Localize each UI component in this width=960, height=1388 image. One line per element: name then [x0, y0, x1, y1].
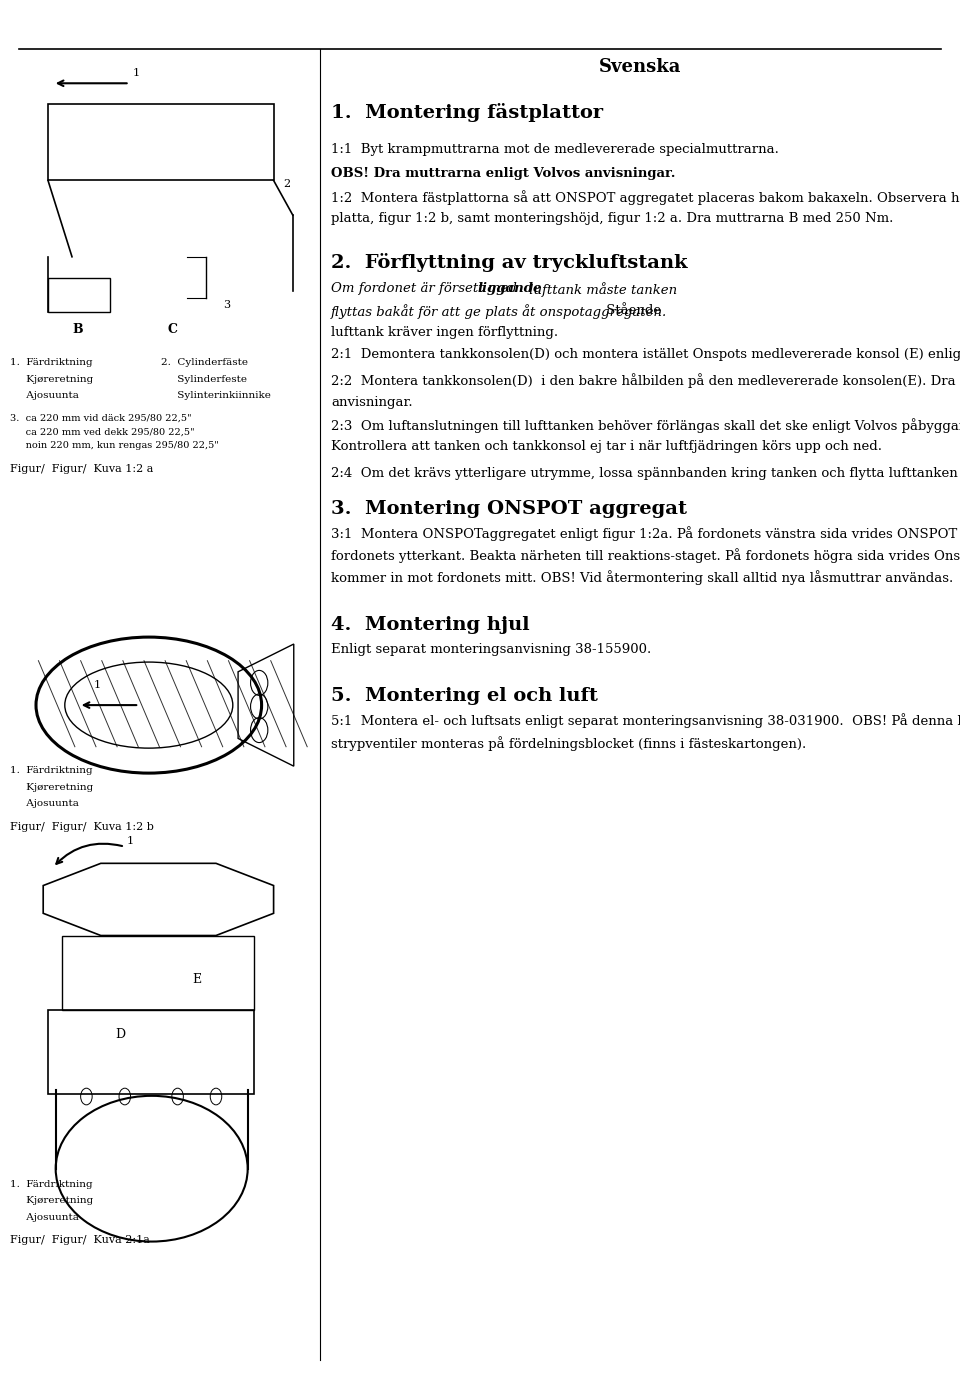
Text: Ajosuunta: Ajosuunta [10, 799, 79, 808]
Text: Figur/  Figur/  Kuva 1:2 a: Figur/ Figur/ Kuva 1:2 a [10, 464, 153, 473]
Text: 5:1  Montera el- och luftsats enligt separat monteringsanvisning 38-031900.  OBS: 5:1 Montera el- och luftsats enligt sepa… [331, 713, 960, 729]
Text: anvisningar.: anvisningar. [331, 396, 413, 408]
Text: strypventiler monteras på fördelningsblocket (finns i fästeskartongen).: strypventiler monteras på fördelningsblo… [331, 736, 806, 751]
Text: 3:1  Montera ONSPOTaggregatet enligt figur 1:2a. På fordonets vänstra sida vride: 3:1 Montera ONSPOTaggregatet enligt figu… [331, 526, 960, 541]
Text: Svenska: Svenska [599, 58, 681, 76]
Text: 1.  Färdriktning: 1. Färdriktning [10, 1180, 92, 1188]
Text: 2:4  Om det krävs ytterligare utrymme, lossa spännbanden kring tanken och flytta: 2:4 Om det krävs ytterligare utrymme, lo… [331, 465, 960, 480]
Text: platta, figur 1:2 b, samt monteringshöjd, figur 1:2 a. Dra muttrarna B med 250 N: platta, figur 1:2 b, samt monteringshöjd… [331, 212, 894, 225]
Text: 2.  Cylinderfäste: 2. Cylinderfäste [161, 358, 249, 366]
Text: lufttank måste tanken: lufttank måste tanken [525, 282, 677, 297]
Text: liggande: liggande [477, 282, 541, 294]
Text: OBS! Dra muttrarna enligt Volvos anvisningar.: OBS! Dra muttrarna enligt Volvos anvisni… [331, 167, 676, 179]
Text: E: E [192, 973, 202, 985]
Text: Figur/  Figur/  Kuva 1:2 b: Figur/ Figur/ Kuva 1:2 b [10, 822, 154, 831]
Text: Kjøreretning: Kjøreretning [10, 1196, 93, 1205]
Text: ca 220 mm ved dekk 295/80 22,5": ca 220 mm ved dekk 295/80 22,5" [10, 428, 194, 436]
Text: Kjøreretning: Kjøreretning [10, 375, 93, 383]
Text: 2: 2 [283, 179, 290, 189]
Text: lufttank kräver ingen förflyttning.: lufttank kräver ingen förflyttning. [331, 326, 559, 339]
Text: 1.  Färdriktning: 1. Färdriktning [10, 358, 92, 366]
Text: 1:2  Montera fästplattorna så att ONSPOT aggregatet placeras bakom bakaxeln. Obs: 1:2 Montera fästplattorna så att ONSPOT … [331, 190, 960, 205]
Text: 3.  Montering ONSPOT aggregat: 3. Montering ONSPOT aggregat [331, 500, 687, 518]
Text: 2:3  Om luftanslutningen till lufttanken behöver förlängas skall det ske enligt : 2:3 Om luftanslutningen till lufttanken … [331, 418, 960, 433]
Text: 1: 1 [94, 680, 101, 690]
Text: Figur/  Figur/  Kuva 2:1a: Figur/ Figur/ Kuva 2:1a [10, 1235, 150, 1245]
Text: fordonets ytterkant. Beakta närheten till reaktions-staget. På fordonets högra s: fordonets ytterkant. Beakta närheten til… [331, 548, 960, 564]
Text: 2:1  Demontera tankkonsolen(D) och montera istället Onspots medlevererade konsol: 2:1 Demontera tankkonsolen(D) och monter… [331, 348, 960, 361]
Text: Stående: Stående [602, 304, 661, 316]
Text: Ajosuunta: Ajosuunta [10, 391, 79, 400]
Text: Kjøreretning: Kjøreretning [10, 783, 93, 791]
Text: Sylinderfeste: Sylinderfeste [161, 375, 248, 383]
Text: D: D [115, 1029, 126, 1041]
Text: 1:1  Byt krampmuttrarna mot de medlevererade specialmuttrarna.: 1:1 Byt krampmuttrarna mot de medleverer… [331, 143, 783, 155]
Text: Sylinterinkiinnike: Sylinterinkiinnike [161, 391, 271, 400]
Text: flyttas bakåt för att ge plats åt onspotaggregaten.: flyttas bakåt för att ge plats åt onspot… [331, 304, 667, 319]
Text: 5.  Montering el och luft: 5. Montering el och luft [331, 687, 598, 705]
Text: C: C [168, 323, 178, 336]
Text: B: B [72, 323, 83, 336]
Text: 2:2  Montera tankkonsolen(D)  i den bakre hålbilden på den medlevererade konsole: 2:2 Montera tankkonsolen(D) i den bakre … [331, 373, 960, 389]
Text: 1.  Färdriktning: 1. Färdriktning [10, 766, 92, 775]
Text: 1.  Montering fästplattor: 1. Montering fästplattor [331, 103, 603, 122]
Text: Om fordonet är försett med: Om fordonet är försett med [331, 282, 521, 294]
Text: kommer in mot fordonets mitt. OBS! Vid återmontering skall alltid nya låsmuttrar: kommer in mot fordonets mitt. OBS! Vid å… [331, 570, 953, 586]
Text: 4.  Montering hjul: 4. Montering hjul [331, 616, 530, 634]
Text: 3: 3 [223, 300, 229, 310]
Text: 3.  ca 220 mm vid däck 295/80 22,5": 3. ca 220 mm vid däck 295/80 22,5" [10, 414, 191, 422]
Text: Ajosuunta: Ajosuunta [10, 1213, 79, 1221]
Text: Kontrollera att tanken och tankkonsol ej tar i när luftfjädringen körs upp och n: Kontrollera att tanken och tankkonsol ej… [331, 440, 882, 452]
Text: 2.  Förflyttning av tryckluftstank: 2. Förflyttning av tryckluftstank [331, 253, 687, 272]
Text: Enligt separat monteringsanvisning 38-155900.: Enligt separat monteringsanvisning 38-15… [331, 643, 652, 655]
Text: 1: 1 [127, 836, 133, 845]
Text: noin 220 mm, kun rengas 295/80 22,5": noin 220 mm, kun rengas 295/80 22,5" [10, 441, 219, 450]
Text: 1: 1 [132, 68, 139, 78]
